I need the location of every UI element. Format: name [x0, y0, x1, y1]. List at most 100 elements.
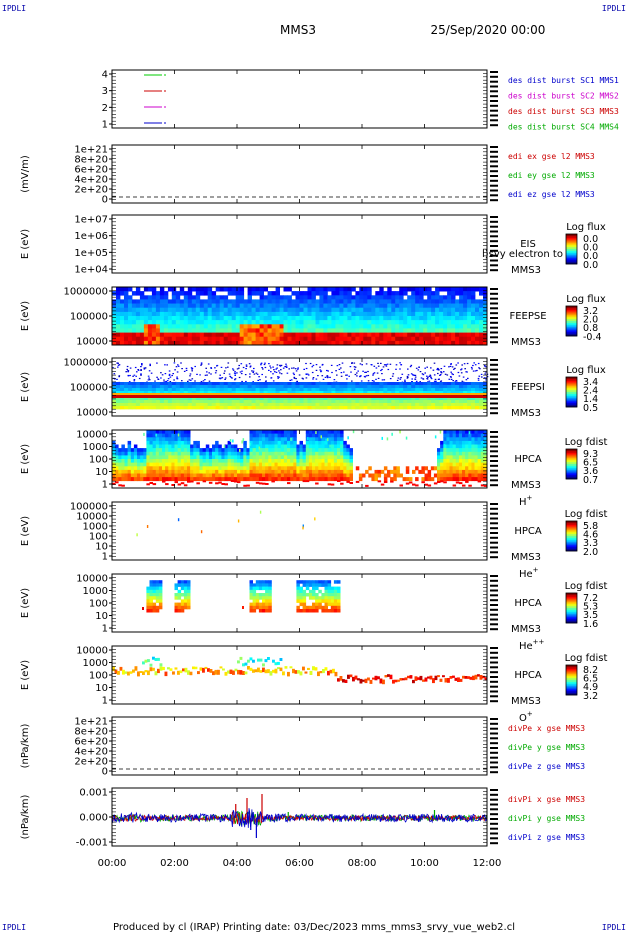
- panel-frame-eis: [111, 214, 488, 274]
- instrument-label: HPCA: [514, 526, 542, 537]
- y-tick-label: 0: [102, 195, 108, 206]
- y-tick-label: 100: [89, 599, 108, 610]
- y-tick-label: 1e+06: [74, 231, 108, 242]
- colorbar-tick: 2.0: [583, 315, 598, 326]
- corner-tag-top-left: IPDLI: [2, 4, 27, 13]
- panel-burst: 4 3 2 1 des dist burst SC1 MMS1 des dist burs…: [102, 69, 619, 132]
- corner-tag-top-right: IPDLI: [601, 4, 626, 13]
- panel-eis: 1e+07 1e+06 1e+05 1e+04 E (eV) EIS MMS3 l)svy e…: [20, 214, 606, 276]
- y-tick-label: 10000: [76, 646, 108, 657]
- colorbar-tick: 7.2: [583, 593, 598, 604]
- y-tick-label: 10000: [76, 430, 108, 441]
- y-tick-label: 100000: [70, 383, 108, 394]
- spacecraft-label: MMS3: [511, 408, 541, 419]
- spacecraft-label: MMS3: [511, 552, 541, 563]
- y-tick-label: 1: [102, 696, 108, 707]
- legend-entry: divPe y gse MMS3: [508, 743, 585, 752]
- colorbar-tick: 0.0: [583, 243, 598, 254]
- spacecraft-label: MMS3: [511, 624, 541, 635]
- colorbar-feepsi: [565, 376, 578, 408]
- y-tick-label: 10: [95, 683, 108, 694]
- colorbar-tick: 0.8: [583, 323, 598, 334]
- y-tick-label: 3: [102, 86, 108, 97]
- colorbar-tick: 0.7: [583, 475, 598, 486]
- colorbar-hpca_hepp: [565, 592, 578, 624]
- time-tick-label: 04:00: [223, 858, 252, 869]
- y-axis-label: E (eV): [20, 372, 31, 402]
- y-axis-label: E (eV): [20, 444, 31, 474]
- y-tick-label: 6e+20: [74, 737, 108, 748]
- y-tick-label: 4e+20: [74, 747, 108, 758]
- panel-feepse: 1000000 100000 10000 E (eV) FEEPSE MMS3 Log fl…: [20, 286, 606, 348]
- y-axis-label: (mV/m): [20, 155, 31, 193]
- colorbar-tick: 4.9: [583, 682, 598, 693]
- y-tick-label: 1e+07: [74, 215, 108, 226]
- y-tick-label: 0.000: [79, 813, 108, 824]
- colorbar-tick: 9.3: [583, 449, 598, 460]
- y-axis-label: E (eV): [20, 229, 31, 259]
- species-label: He++: [519, 638, 545, 652]
- colorbar-tick: 5.8: [583, 521, 598, 532]
- colorbar-tick: -0.4: [583, 332, 602, 343]
- y-tick-label: 1e+04: [74, 265, 108, 276]
- panel-frame-divpe: [111, 716, 488, 776]
- y-tick-label: 1: [102, 120, 108, 131]
- colorbar-title: Log flux: [566, 294, 606, 305]
- colorbar-tick: 4.6: [583, 530, 598, 541]
- y-tick-label: 10000: [76, 574, 108, 585]
- y-tick-label: 1: [102, 624, 108, 635]
- y-axis-label: (nPa/km): [20, 724, 31, 769]
- colorbar-tick: 3.4: [583, 377, 598, 388]
- y-tick-label: 10000: [76, 512, 108, 523]
- colorbar-title: Log fdist: [565, 581, 608, 592]
- legend-entry: des dist burst SC2 MMS2: [508, 92, 619, 101]
- y-tick-label: 1000: [83, 442, 108, 453]
- y-tick-label: 100000: [70, 502, 108, 513]
- y-tick-label: 8e+20: [74, 155, 108, 166]
- colorbar-tick: 6.5: [583, 458, 598, 469]
- colorbar-title: Log flux: [566, 365, 606, 376]
- y-tick-label: 2e+20: [74, 185, 108, 196]
- legend-entry: des dist burst SC3 MMS3: [508, 107, 619, 116]
- y-axis-label: (nPa/km): [20, 795, 31, 840]
- legend-entry: divPe z gse MMS3: [508, 762, 585, 771]
- y-tick-label: 1e+05: [74, 248, 108, 259]
- species-label: O+: [519, 710, 533, 724]
- y-tick-label: 4: [102, 70, 108, 81]
- panel-frame-hpca_he: [111, 501, 488, 561]
- y-tick-label: 10: [95, 611, 108, 622]
- colorbar-tick: 1.6: [583, 619, 598, 630]
- panel-divpi: 0.001 0.000 -0.001 (nPa/km) divPi x gse MMS3…: [20, 787, 585, 849]
- colorbar-tick: 3.3: [583, 538, 598, 549]
- y-tick-label: 10000: [76, 337, 108, 348]
- legend-entry: edi ez gse l2 MMS3: [508, 190, 595, 199]
- time-axis: 00:00 02:00 04:00 06:00 08:00 10:00 12:00: [98, 858, 502, 869]
- y-tick-label: 100000: [70, 312, 108, 323]
- instrument-label: FEEPSE: [509, 311, 546, 322]
- corner-tag-bottom-left: IPDLI: [2, 923, 27, 932]
- spacecraft-label: MMS3: [511, 265, 541, 276]
- instrument-label: HPCA: [514, 670, 542, 681]
- species-label: He+: [519, 566, 539, 580]
- spacecraft-label: MMS3: [511, 337, 541, 348]
- y-tick-label: 1000000: [63, 358, 108, 369]
- legend-entry: divPi z gse MMS3: [508, 833, 585, 842]
- y-tick-label: 2e+20: [74, 757, 108, 768]
- y-tick-label: 6e+20: [74, 165, 108, 176]
- legend-entry: divPe x gse MMS3: [508, 724, 585, 733]
- y-tick-label: 4e+20: [74, 175, 108, 186]
- panel-frame-edi: [111, 144, 488, 204]
- colorbar-tick: 3.2: [583, 306, 598, 317]
- time-tick-label: 02:00: [160, 858, 189, 869]
- y-tick-label: 0: [102, 767, 108, 778]
- y-axis-label: E (eV): [20, 301, 31, 331]
- colorbar-tick: 0.0: [583, 251, 598, 262]
- y-tick-label: 2: [102, 103, 108, 114]
- colorbar-tick: 5.3: [583, 602, 598, 613]
- species-label: H+: [519, 494, 533, 508]
- colorbar-tick: 2.4: [583, 386, 598, 397]
